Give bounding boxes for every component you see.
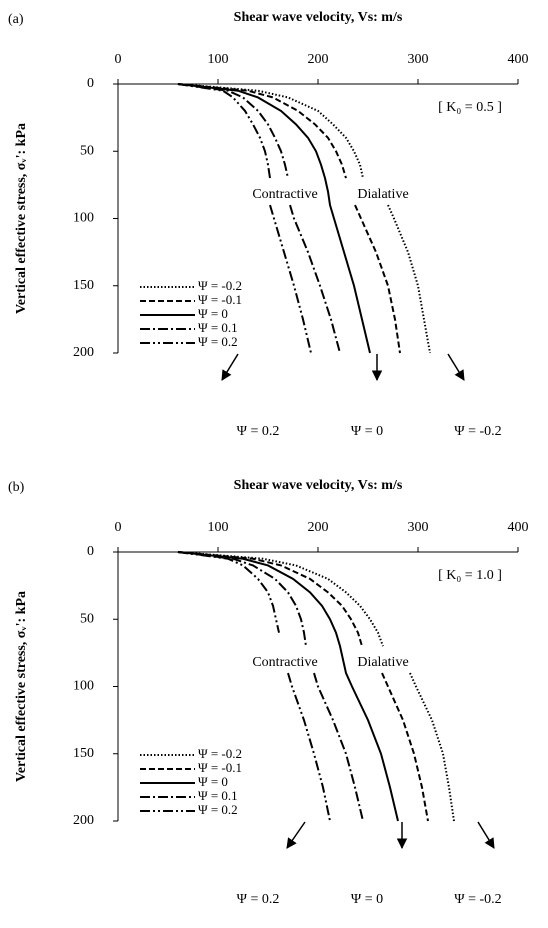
panel-label: (a) bbox=[8, 12, 24, 27]
legend-label: Ψ = 0 bbox=[198, 306, 228, 321]
annotation: Contractive bbox=[252, 187, 317, 202]
legend-label: Ψ = 0.1 bbox=[198, 320, 238, 335]
y-tick-label: 0 bbox=[87, 544, 94, 559]
chart-title: Shear wave velocity, Vs: m/s bbox=[234, 478, 403, 493]
annotation: Ψ = 0.2 bbox=[237, 424, 280, 439]
x-tick-label: 300 bbox=[408, 520, 429, 535]
x-tick-label: 200 bbox=[308, 52, 329, 67]
x-tick-label: 400 bbox=[508, 52, 529, 67]
legend-label: Ψ = -0.1 bbox=[198, 760, 242, 775]
y-tick-label: 200 bbox=[73, 345, 94, 360]
series-line bbox=[177, 83, 312, 354]
y-tick-label: 150 bbox=[73, 746, 94, 761]
annotation: Ψ = 0.2 bbox=[237, 892, 280, 907]
annotation: Dialative bbox=[357, 187, 408, 202]
panel-label: (b) bbox=[8, 480, 25, 495]
x-tick-label: 0 bbox=[115, 520, 122, 535]
x-tick-label: 400 bbox=[508, 520, 529, 535]
arrow bbox=[447, 353, 465, 381]
series-line bbox=[177, 551, 399, 822]
y-tick-label: 200 bbox=[73, 813, 94, 828]
legend-label: Ψ = 0.2 bbox=[198, 802, 238, 817]
legend-label: Ψ = -0.1 bbox=[198, 292, 242, 307]
annotation: Ψ = 0 bbox=[351, 424, 383, 439]
y-tick-label: 100 bbox=[73, 679, 94, 694]
legend-label: Ψ = 0 bbox=[198, 774, 228, 789]
y-tick-label: 50 bbox=[80, 143, 94, 158]
chart-title: Shear wave velocity, Vs: m/s bbox=[234, 10, 403, 25]
x-tick-label: 100 bbox=[208, 520, 229, 535]
y-tick-label: 150 bbox=[73, 278, 94, 293]
series-line bbox=[177, 83, 401, 354]
series-line bbox=[177, 83, 371, 354]
annotation: Dialative bbox=[357, 655, 408, 670]
arrow bbox=[221, 353, 239, 381]
legend-label: Ψ = 0.2 bbox=[198, 334, 238, 349]
x-tick-label: 100 bbox=[208, 52, 229, 67]
x-tick-label: 0 bbox=[115, 52, 122, 67]
y-tick-label: 100 bbox=[73, 211, 94, 226]
arrow bbox=[477, 821, 495, 849]
y-axis-label: Vertical effective stress, σᵥ': kPa bbox=[14, 123, 29, 314]
series-line bbox=[177, 551, 429, 822]
legend-label: Ψ = -0.2 bbox=[198, 278, 242, 293]
series-line bbox=[177, 551, 364, 822]
legend-label: Ψ = -0.2 bbox=[198, 746, 242, 761]
y-axis-label: Vertical effective stress, σᵥ': kPa bbox=[14, 591, 29, 782]
annotation: Contractive bbox=[252, 655, 317, 670]
annotation: [ K₀ = 0.5 ] bbox=[438, 100, 502, 115]
series-line bbox=[177, 83, 341, 354]
annotation: Ψ = -0.2 bbox=[454, 892, 501, 907]
annotation: [ K₀ = 1.0 ] bbox=[438, 568, 502, 583]
annotation: Ψ = -0.2 bbox=[454, 424, 501, 439]
x-tick-label: 200 bbox=[308, 520, 329, 535]
annotation: Ψ = 0 bbox=[351, 892, 383, 907]
series-line bbox=[177, 551, 455, 822]
series-line bbox=[177, 83, 431, 354]
legend-label: Ψ = 0.1 bbox=[198, 788, 238, 803]
series-line bbox=[177, 551, 331, 822]
y-tick-label: 0 bbox=[87, 76, 94, 91]
x-tick-label: 300 bbox=[408, 52, 429, 67]
arrow bbox=[286, 821, 306, 849]
y-tick-label: 50 bbox=[80, 611, 94, 626]
